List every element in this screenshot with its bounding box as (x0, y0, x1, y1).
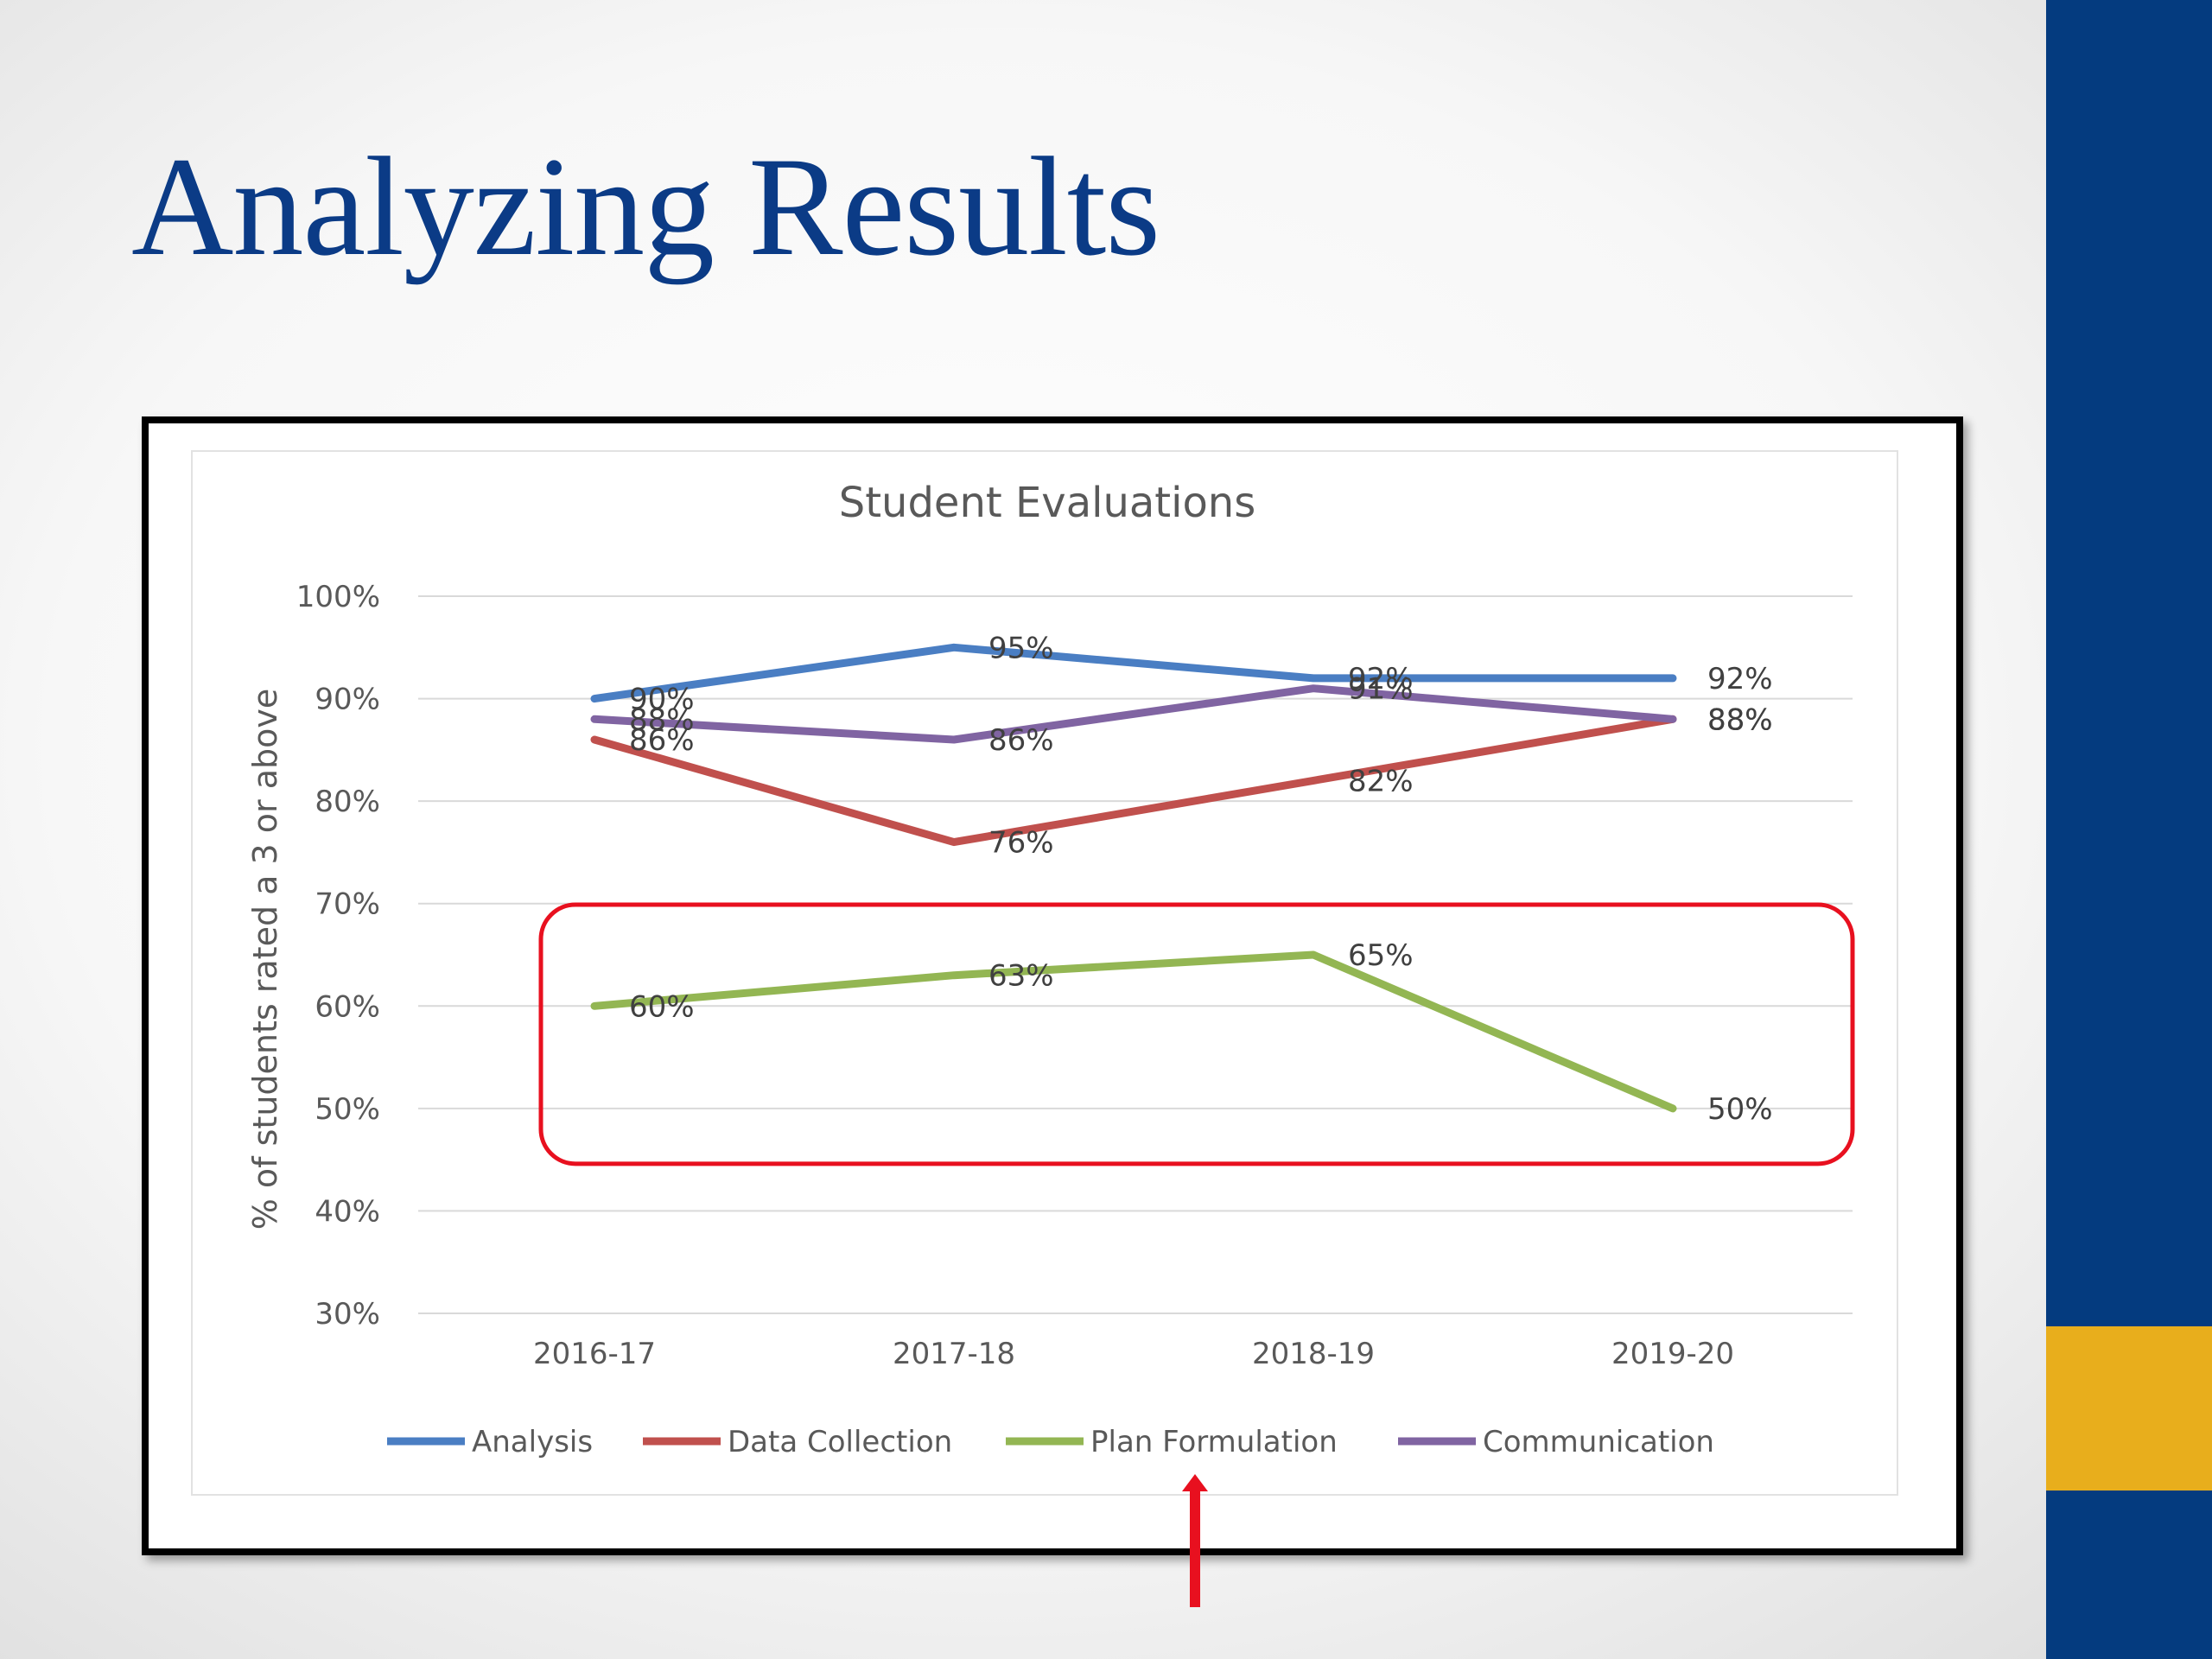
data-label: 95% (988, 631, 1054, 665)
data-label: 90% (629, 683, 695, 717)
data-label: 86% (988, 723, 1054, 758)
y-tick-label: 50% (315, 1092, 380, 1127)
slide-title: Analyzing Results (131, 129, 1160, 285)
data-label: 92% (1348, 662, 1414, 696)
x-tick-label: 2019-20 (1611, 1337, 1734, 1371)
data-label: 82% (1348, 764, 1414, 798)
legend-label: Analysis (472, 1425, 593, 1459)
y-tick-label: 70% (315, 887, 380, 922)
x-tick-label: 2016-17 (533, 1337, 656, 1371)
highlight-box (538, 902, 1855, 1166)
data-label: 86% (629, 723, 695, 758)
y-tick-label: 90% (315, 683, 380, 717)
x-tick-label: 2017-18 (893, 1337, 1015, 1371)
legend-label: Data Collection (728, 1425, 952, 1459)
series-line-plan-formulation (590, 950, 1677, 1113)
y-tick-label: 30% (315, 1297, 380, 1332)
chart-title: Student Evaluations (839, 479, 1255, 527)
y-tick-label: 100% (296, 580, 380, 614)
chart-area (191, 450, 1898, 1496)
y-tick-label: 40% (315, 1194, 380, 1229)
data-label: 63% (988, 959, 1054, 994)
side-gold-accent (2046, 1326, 2212, 1491)
series-line-data-collection (590, 715, 1677, 847)
line-chart: Student Evaluations 30% 40% 50% 60% 70% 80% 90%… (191, 450, 1898, 1496)
series-line-analysis (590, 643, 1677, 703)
chart-frame: Student Evaluations 30% 40% 50% 60% 70% 80% 90%… (142, 416, 1963, 1555)
data-label: 60% (629, 989, 695, 1024)
y-tick-label: 60% (315, 989, 380, 1024)
data-label: 88% (1707, 702, 1773, 737)
data-label: 65% (1348, 938, 1414, 973)
data-label: 50% (1707, 1092, 1773, 1127)
red-arrow-icon (1182, 1474, 1208, 1607)
y-axis-label: % of students rated a 3 or above (246, 689, 284, 1230)
series-line-communication (590, 684, 1677, 744)
legend-label: Communication (1483, 1425, 1714, 1459)
y-tick-label: 80% (315, 785, 380, 819)
legend-label: Plan Formulation (1090, 1425, 1338, 1459)
data-label: 92% (1707, 662, 1773, 696)
data-label: 88% (629, 702, 695, 737)
data-label: 88% (1707, 702, 1773, 737)
data-label: 76% (988, 826, 1054, 861)
x-tick-label: 2018-19 (1252, 1337, 1375, 1371)
data-label: 91% (1348, 672, 1414, 707)
